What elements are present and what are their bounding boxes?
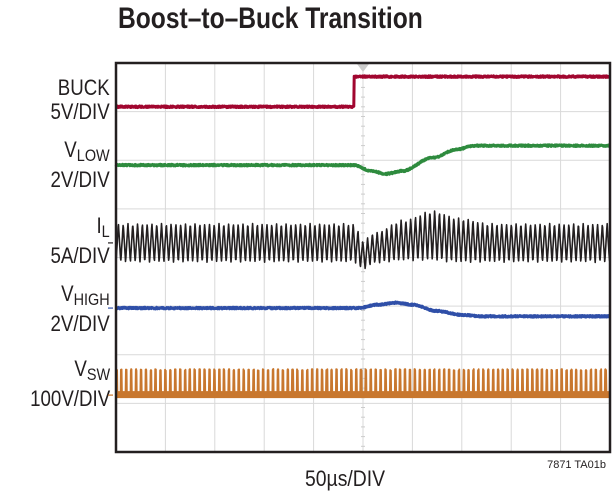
trigger-marker — [357, 64, 369, 72]
trace-vsw-baseline — [116, 391, 610, 398]
x-axis-label: 50µs/DIV — [305, 466, 385, 492]
scope-plot — [0, 0, 612, 500]
figure-id: 7871 TA01b — [547, 459, 606, 471]
